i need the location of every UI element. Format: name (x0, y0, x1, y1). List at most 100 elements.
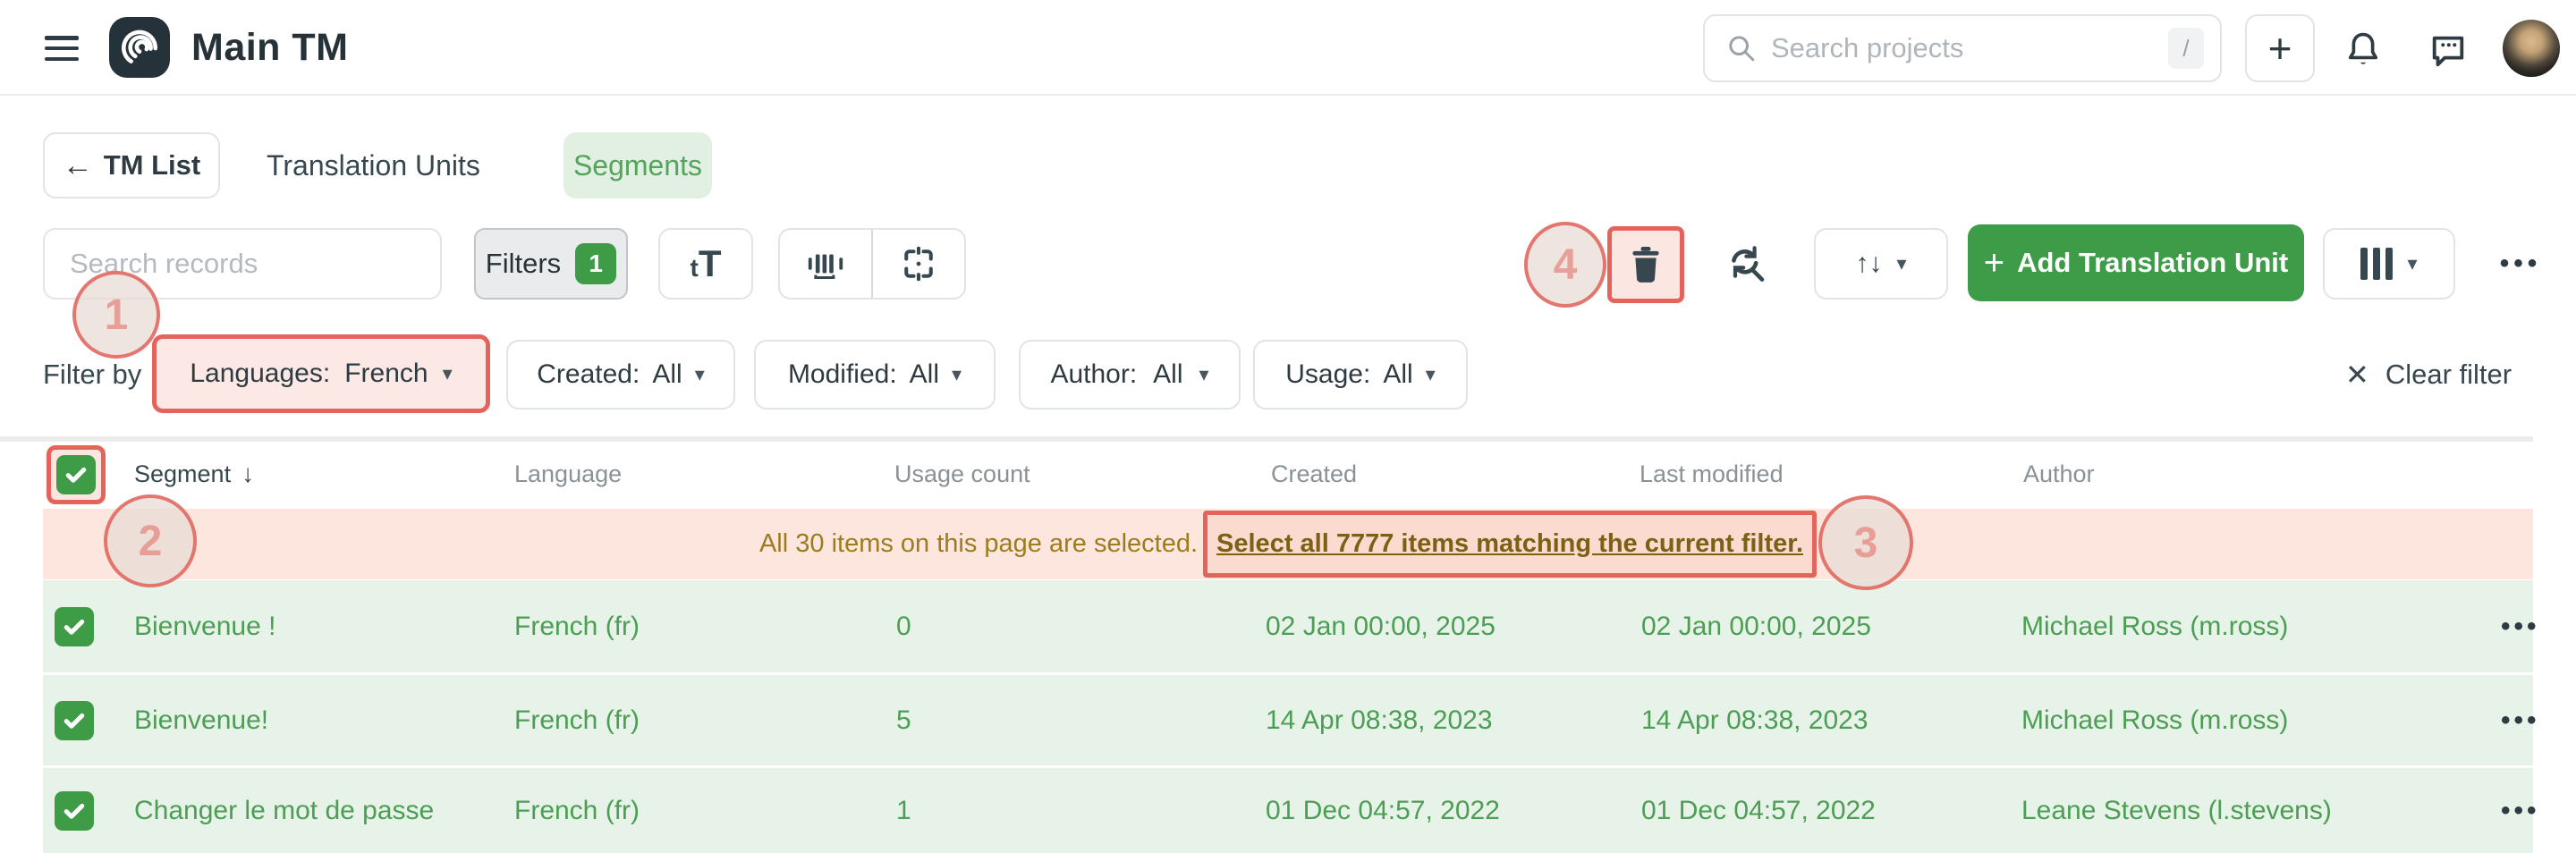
back-button-label: TM List (103, 149, 201, 181)
crop-target-icon (904, 246, 933, 282)
filters-button[interactable]: Filters 1 (474, 228, 628, 300)
segment-cell: Changer le mot de passe (134, 795, 435, 825)
author-filter-label: Author: (1050, 359, 1138, 389)
back-arrow-icon: ← (62, 148, 93, 182)
close-icon: ✕ (2345, 359, 2369, 391)
page-title: Main TM (191, 26, 349, 69)
delete-selected-highlight-box (1607, 226, 1684, 303)
select-all-matching-link[interactable]: Select all 7777 items matching the curre… (1203, 511, 1818, 578)
tab-translation-units[interactable]: Translation Units (267, 149, 480, 182)
add-translation-unit-button[interactable]: + Add Translation Unit (1968, 224, 2304, 301)
usage-filter-label: Usage: (1285, 359, 1371, 389)
check-icon (65, 467, 87, 483)
chevron-down-icon: ▾ (694, 363, 705, 385)
view-mode-button-group (778, 228, 966, 300)
author-filter-dropdown[interactable]: Author: All ▾ (1019, 340, 1241, 410)
text-case-button[interactable]: tT (658, 228, 753, 300)
table-row[interactable]: Bienvenue! French (fr) 5 14 Apr 08:38, 2… (43, 675, 2537, 765)
annotation-callout-1: 1 (72, 271, 160, 359)
row-checkbox[interactable] (55, 700, 94, 740)
row-checkbox[interactable] (55, 790, 94, 831)
table-top-divider (0, 436, 2533, 442)
modified-filter-dropdown[interactable]: Modified: All ▾ (754, 340, 996, 410)
annotation-callout-3: 3 (1818, 495, 1913, 590)
last-modified-cell: 02 Jan 00:00, 2025 (1641, 611, 1871, 641)
table-row[interactable]: Changer le mot de passe French (fr) 1 01… (43, 768, 2537, 853)
segment-cell: Bienvenue ! (134, 611, 276, 641)
more-actions-button[interactable]: ••• (2499, 249, 2542, 278)
column-header-segment[interactable]: Segment ↓ (134, 442, 254, 506)
filter-by-label: Filter by (43, 359, 142, 390)
shortcut-key-badge: / (2168, 28, 2204, 69)
feedback-chat-icon[interactable] (2424, 27, 2472, 73)
column-header-language[interactable]: Language (514, 460, 623, 487)
languages-filter-dropdown[interactable]: Languages: French ▾ (152, 334, 490, 413)
select-all-checkbox[interactable] (56, 455, 96, 494)
columns-button[interactable]: ▾ (2323, 228, 2455, 300)
language-cell: French (fr) (514, 795, 640, 825)
author-filter-value: All (1153, 359, 1183, 389)
author-cell: Michael Ross (m.ross) (2021, 611, 2289, 641)
usage-filter-value: All (1383, 359, 1413, 389)
barcode-icon (808, 254, 843, 280)
row-checkbox[interactable] (55, 606, 94, 646)
usage-count-cell: 0 (896, 611, 911, 641)
row-actions-button[interactable]: ••• (2501, 705, 2540, 735)
usage-count-cell: 5 (896, 705, 911, 735)
project-search-input[interactable] (1771, 32, 2154, 64)
table-row[interactable]: Bienvenue ! French (fr) 0 02 Jan 00:00, … (43, 580, 2537, 672)
top-bar: Main TM / + (0, 0, 2576, 96)
row-actions-button[interactable]: ••• (2501, 611, 2540, 641)
created-cell: 14 Apr 08:38, 2023 (1266, 705, 1493, 735)
filters-count-badge: 1 (575, 243, 617, 284)
select-all-highlight-box (47, 445, 106, 504)
add-translation-unit-label: Add Translation Unit (2017, 247, 2289, 278)
search-and-replace-icon[interactable] (1719, 240, 1773, 290)
app-logo (109, 17, 170, 78)
selection-banner: All 30 items on this page are selected. … (43, 509, 2533, 579)
sort-desc-icon: ↓ (242, 460, 255, 487)
created-filter-dropdown[interactable]: Created: All ▾ (506, 340, 735, 410)
last-modified-cell: 14 Apr 08:38, 2023 (1641, 705, 1868, 735)
barcode-view-button[interactable] (780, 230, 873, 298)
modified-filter-label: Modified: (787, 359, 897, 389)
usage-filter-dropdown[interactable]: Usage: All ▾ (1253, 340, 1468, 410)
chevron-down-icon: ▾ (442, 362, 453, 384)
author-cell: Michael Ross (m.ross) (2021, 705, 2289, 735)
author-cell: Leane Stevens (l.stevens) (2021, 795, 2332, 825)
language-cell: French (fr) (514, 611, 640, 641)
column-header-created[interactable]: Created (1271, 460, 1358, 487)
column-header-segment-label: Segment (134, 460, 232, 487)
usage-count-cell: 1 (896, 795, 911, 825)
hamburger-menu-icon[interactable] (45, 36, 79, 61)
segment-cell: Bienvenue! (134, 705, 269, 735)
column-header-usage-count[interactable]: Usage count (894, 460, 1030, 487)
created-filter-value: All (652, 359, 682, 389)
last-modified-cell: 01 Dec 04:57, 2022 (1641, 795, 1876, 825)
trash-icon[interactable] (1628, 244, 1664, 285)
check-icon (64, 713, 85, 729)
chevron-down-icon: ▾ (1199, 363, 1209, 385)
plus-icon: + (1983, 243, 2005, 283)
created-cell: 01 Dec 04:57, 2022 (1266, 795, 1500, 825)
notifications-bell-icon[interactable] (2340, 25, 2386, 75)
column-header-last-modified[interactable]: Last modified (1640, 460, 1784, 487)
text-case-icon: tT (690, 242, 722, 284)
back-to-tm-list-button[interactable]: ← TM List (43, 132, 220, 198)
column-header-author[interactable]: Author (2023, 460, 2095, 487)
filters-label: Filters (485, 248, 562, 279)
row-actions-button[interactable]: ••• (2501, 795, 2540, 825)
user-avatar[interactable] (2503, 20, 2560, 77)
tab-segments[interactable]: Segments (564, 132, 712, 198)
project-search[interactable]: / (1703, 14, 2222, 82)
chevron-down-icon: ▾ (1896, 252, 1907, 274)
clear-filter-button[interactable]: ✕ Clear filter (2345, 340, 2512, 410)
language-cell: French (fr) (514, 705, 640, 735)
placeholder-view-button[interactable] (873, 230, 964, 298)
check-icon (64, 619, 85, 635)
created-filter-label: Created: (537, 359, 640, 389)
sort-button[interactable]: ↑↓ ▾ (1814, 228, 1948, 300)
annotation-callout-2: 2 (104, 494, 197, 587)
annotation-callout-4: 4 (1524, 222, 1606, 308)
create-new-button[interactable]: + (2245, 14, 2315, 82)
